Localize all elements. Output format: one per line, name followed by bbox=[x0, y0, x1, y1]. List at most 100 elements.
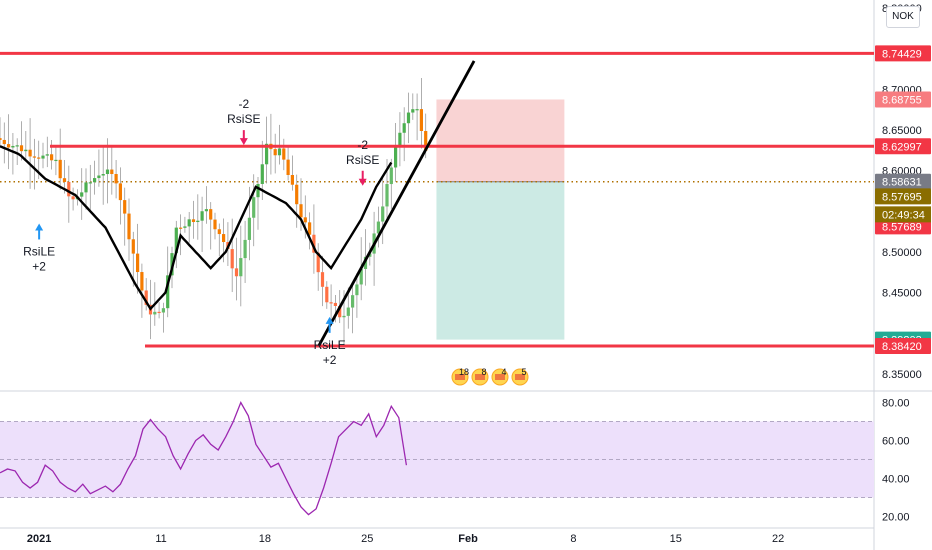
event-badge-icon[interactable] bbox=[511, 368, 529, 386]
svg-text:8.57689: 8.57689 bbox=[882, 221, 922, 233]
candle-body bbox=[166, 275, 170, 309]
candle-body bbox=[338, 306, 342, 318]
candle-body bbox=[144, 290, 148, 305]
event-badge-icon[interactable] bbox=[451, 368, 469, 386]
candle-body bbox=[381, 206, 385, 222]
candle-body bbox=[252, 197, 256, 218]
moving-average-line[interactable] bbox=[0, 145, 393, 311]
candle-body bbox=[260, 164, 264, 184]
price-tag[interactable]: 8.58631 bbox=[875, 173, 931, 190]
candle-body bbox=[174, 227, 178, 254]
candle-body bbox=[114, 174, 118, 184]
svg-text:8.58631: 8.58631 bbox=[882, 177, 922, 189]
price-tag[interactable]: 8.57695 bbox=[875, 188, 931, 205]
candle-body bbox=[28, 149, 32, 157]
candle-body bbox=[127, 213, 131, 240]
candle-body bbox=[15, 145, 19, 147]
price-tag[interactable]: 8.62997 bbox=[875, 138, 931, 155]
rsi-tick-label: 60.00 bbox=[882, 436, 910, 448]
candle-body bbox=[277, 148, 282, 156]
event-badge-count: 5 bbox=[521, 367, 526, 377]
price-tag[interactable]: 8.57689 bbox=[875, 218, 931, 235]
candle-body bbox=[161, 308, 165, 313]
candle-body bbox=[37, 157, 41, 159]
short-signal-arrow-icon bbox=[239, 130, 248, 146]
candle-body bbox=[140, 272, 144, 291]
candle-body bbox=[256, 183, 260, 198]
position-target-zone[interactable] bbox=[436, 181, 565, 340]
time-tick-label: 15 bbox=[670, 533, 682, 545]
candle-body bbox=[394, 145, 398, 168]
candle-body bbox=[157, 311, 161, 314]
price-tag[interactable]: 8.68755 bbox=[875, 91, 931, 108]
event-badge-icon[interactable] bbox=[471, 368, 489, 386]
candle-body bbox=[50, 154, 54, 161]
candle-body bbox=[191, 219, 196, 223]
candle-body bbox=[105, 169, 110, 175]
rsi-line[interactable] bbox=[0, 400, 408, 516]
time-tick-label: 25 bbox=[361, 533, 373, 545]
time-tick-label: Feb bbox=[458, 533, 478, 545]
price-tick-label: 8.65000 bbox=[882, 125, 922, 137]
candle-body bbox=[351, 295, 355, 308]
price-tag[interactable]: 8.38420 bbox=[875, 337, 931, 354]
candle-body bbox=[299, 204, 303, 218]
candle-body bbox=[398, 132, 402, 146]
short-signal-arrow-icon bbox=[358, 170, 367, 186]
rsi-tick-label: 20.00 bbox=[882, 512, 910, 524]
candle-body bbox=[45, 154, 49, 156]
time-tick-label: 2021 bbox=[27, 533, 51, 545]
candle-body bbox=[346, 307, 350, 316]
candle-body bbox=[320, 272, 325, 287]
candle-body bbox=[187, 219, 191, 227]
position-stop-zone[interactable] bbox=[436, 99, 565, 182]
candle-body bbox=[295, 184, 299, 205]
candle-body bbox=[325, 286, 329, 303]
signal-qty: -2 bbox=[357, 138, 368, 152]
currency-label[interactable]: NOK bbox=[886, 6, 920, 28]
price-tick-label: 8.45000 bbox=[882, 288, 922, 300]
candle-body bbox=[19, 145, 24, 152]
candle-body bbox=[0, 138, 2, 140]
candle-body bbox=[222, 234, 226, 243]
candle-body bbox=[213, 219, 217, 230]
candle-body bbox=[11, 145, 15, 148]
price-tag[interactable]: 8.74429 bbox=[875, 45, 931, 62]
event-badge-icon[interactable] bbox=[491, 368, 509, 386]
signal-label: RsiLE bbox=[23, 244, 55, 258]
trendline[interactable] bbox=[317, 60, 476, 346]
candle-body bbox=[234, 268, 239, 277]
candle-body bbox=[333, 302, 337, 307]
candle-body bbox=[101, 174, 105, 176]
candle-body bbox=[359, 268, 363, 285]
candle-body bbox=[179, 227, 183, 229]
candle-body bbox=[239, 258, 243, 277]
price-tick-label: 8.35000 bbox=[882, 369, 922, 381]
svg-text:8.57695: 8.57695 bbox=[882, 191, 922, 203]
rsi-tick-label: 40.00 bbox=[882, 474, 910, 486]
candle-body bbox=[97, 175, 101, 179]
candle-body bbox=[402, 123, 406, 133]
candle-body bbox=[265, 143, 269, 165]
rsi-tick-label: 80.00 bbox=[882, 398, 910, 410]
svg-text:8.62997: 8.62997 bbox=[882, 141, 922, 153]
signal-label: RsiLE bbox=[314, 338, 346, 352]
candle-body bbox=[424, 131, 428, 151]
candle-body bbox=[24, 149, 28, 152]
countdown-tag bbox=[875, 206, 931, 223]
candle-body bbox=[217, 229, 221, 235]
candle-body bbox=[196, 220, 200, 223]
svg-text:8.68755: 8.68755 bbox=[882, 94, 922, 106]
time-tick-label: 8 bbox=[570, 533, 576, 545]
candle-body bbox=[110, 169, 114, 175]
candle-body bbox=[247, 217, 251, 240]
candle-body bbox=[80, 192, 84, 197]
candle-body bbox=[71, 196, 75, 200]
candle-body bbox=[200, 211, 204, 221]
candle-body bbox=[243, 239, 247, 259]
candle-body bbox=[406, 112, 411, 124]
candle-body bbox=[385, 184, 389, 207]
event-badge-count: 4 bbox=[501, 367, 506, 377]
long-signal-arrow-icon bbox=[35, 223, 44, 240]
